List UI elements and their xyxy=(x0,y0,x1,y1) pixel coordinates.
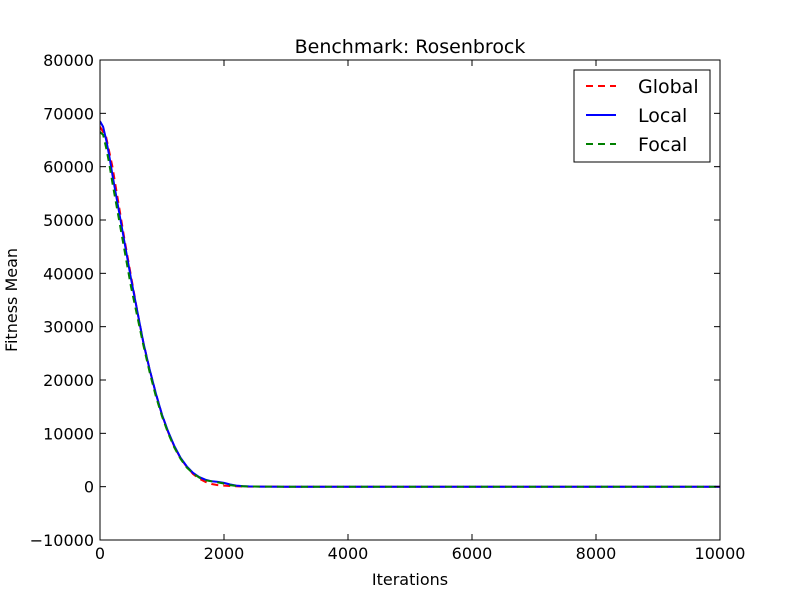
y-tick-label: 10000 xyxy=(43,424,94,443)
y-tick-label: 0 xyxy=(84,478,94,497)
x-tick-label: 0 xyxy=(95,544,105,563)
y-tick-label: 80000 xyxy=(43,51,94,70)
y-tick-label: 30000 xyxy=(43,318,94,337)
series-group xyxy=(100,120,720,488)
chart-title: Benchmark: Rosenbrock xyxy=(295,36,526,58)
y-tick-label: 50000 xyxy=(43,211,94,230)
y-tick-label: 70000 xyxy=(43,104,94,123)
legend-label: Global xyxy=(638,76,699,98)
plot-area: 0 2000 4000 6000 8000 10000−10000010000200003… xyxy=(30,51,746,563)
y-axis-label: Fitness Mean xyxy=(2,248,21,352)
legend: Global Local Focal xyxy=(573,69,711,163)
y-tick-label: 20000 xyxy=(43,371,94,390)
legend-label: Focal xyxy=(638,134,687,156)
x-tick-label: 10000 xyxy=(695,544,746,563)
x-tick-label: 4000 xyxy=(328,544,369,563)
legend-label: Local xyxy=(638,105,687,127)
y-tick-label: −10000 xyxy=(30,531,94,550)
x-tick-label: 6000 xyxy=(452,544,493,563)
ticks-group: 0 2000 4000 6000 8000 10000−10000010000200003… xyxy=(30,51,746,563)
y-tick-label: 60000 xyxy=(43,158,94,177)
x-tick-label: 2000 xyxy=(204,544,245,563)
y-tick-label: 40000 xyxy=(43,264,94,283)
series-line-focal xyxy=(100,131,720,488)
plot-frame xyxy=(99,59,721,541)
x-tick-label: 8000 xyxy=(576,544,617,563)
x-axis-label: Iterations xyxy=(372,570,448,589)
